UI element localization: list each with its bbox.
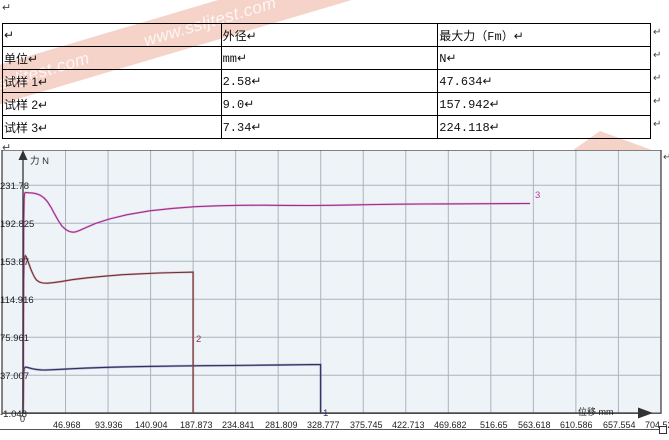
svg-text:3: 3	[535, 190, 540, 201]
svg-text:37.007: 37.007	[0, 371, 29, 382]
svg-text:192.825: 192.825	[0, 219, 34, 230]
svg-text:114.916: 114.916	[0, 295, 34, 306]
svg-text:75.961: 75.961	[0, 333, 29, 344]
svg-text:力 N: 力 N	[30, 155, 49, 167]
svg-text:2: 2	[196, 334, 201, 345]
svg-text:153.87: 153.87	[0, 257, 29, 268]
svg-text:231.78: 231.78	[0, 181, 29, 192]
